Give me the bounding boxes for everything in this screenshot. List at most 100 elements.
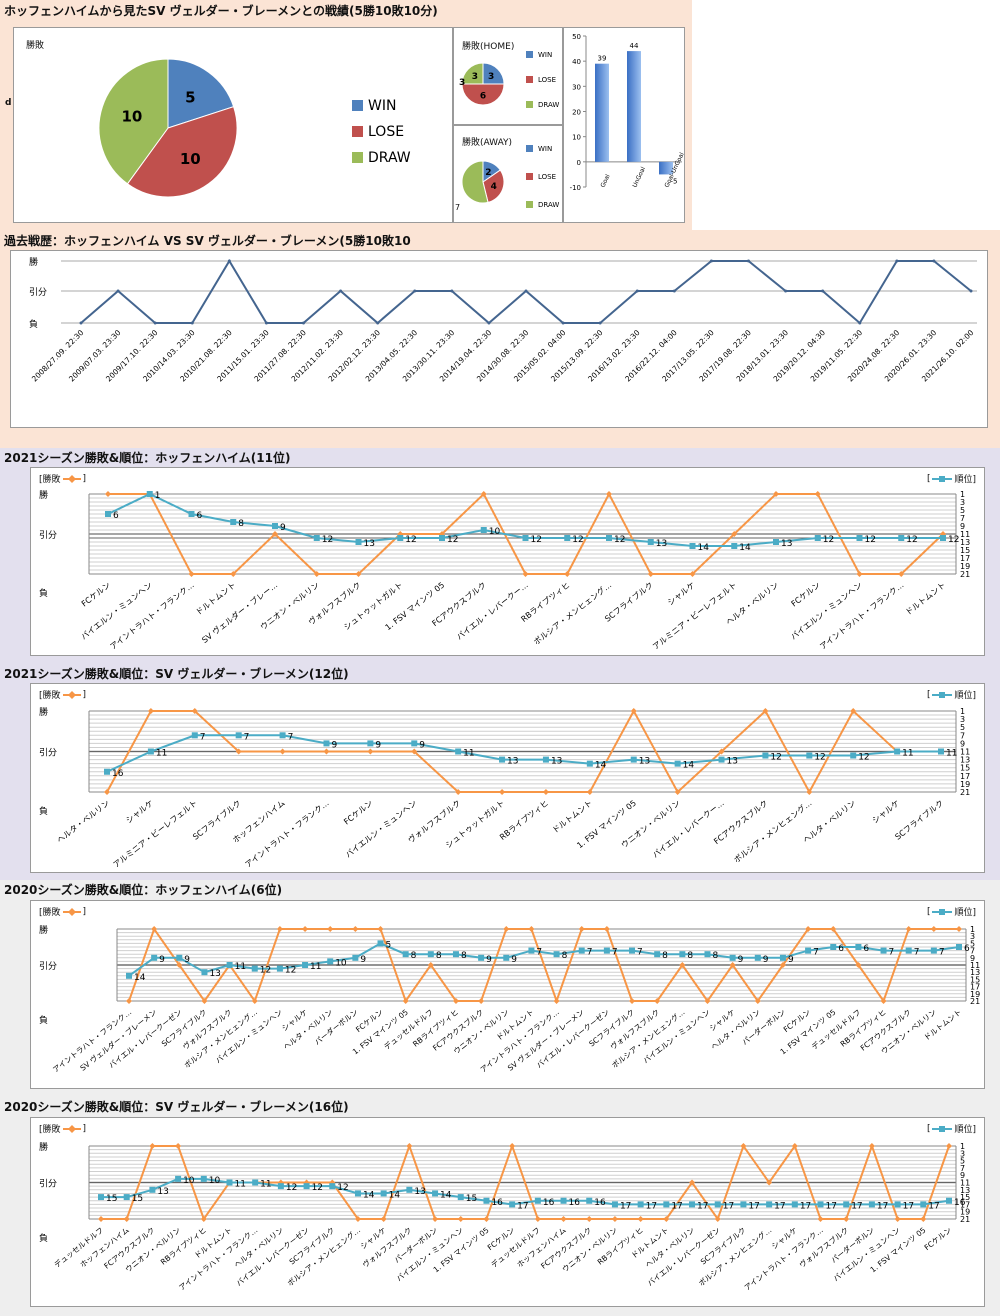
pie-slice-draw [461, 160, 489, 204]
s20-bremen-panel: [勝敗] [順位] 勝引分負 1 3 5 7 9 11 13 15 17 19 21 15 15 13 10 1… [30, 1117, 985, 1307]
result-point [354, 1216, 361, 1222]
pie-away-title: 勝敗(AWAY) [462, 138, 513, 148]
rank-point [509, 1201, 516, 1208]
rank-data-label: 9 [280, 523, 286, 533]
rank-legend-swatch [932, 475, 953, 482]
pie-home-panel: 勝敗(HOME) 3 6 3 WIN LOSE DRAW 3 [453, 27, 563, 125]
rank-data-label: 6 [197, 511, 203, 521]
rank-point [729, 954, 736, 961]
legend-swatch-lose [352, 126, 363, 137]
result-point [754, 998, 761, 1004]
result-point [380, 1216, 387, 1222]
result-point [411, 748, 418, 755]
y-right-tick: 9 [970, 954, 975, 963]
rank-point [586, 760, 593, 767]
result-point [279, 748, 286, 755]
history-point [116, 289, 120, 293]
rank-data-label: 14 [595, 761, 607, 771]
result-point [629, 998, 636, 1004]
pie-total-title: 勝敗 [26, 41, 45, 51]
history-point [709, 259, 713, 263]
history-point [487, 321, 491, 325]
x-tick-label: アルミニア・ビーレフェルト [651, 580, 738, 651]
y-right-tick: 7 [960, 514, 965, 523]
result-point [578, 926, 585, 932]
rank-data-label: 9 [511, 955, 517, 965]
result-point [151, 926, 158, 932]
rank-point [483, 1197, 490, 1204]
y-right-tick: 3 [960, 1149, 965, 1158]
rank-point [327, 958, 334, 965]
history-point [264, 321, 268, 325]
rank-point [843, 1201, 850, 1208]
rank-legend: [順位] [927, 1122, 976, 1136]
rank-point [377, 940, 384, 947]
result-point [367, 748, 374, 755]
result-point [905, 926, 912, 932]
rank-point [894, 1201, 901, 1208]
result-point [478, 998, 485, 1004]
rank-point [528, 947, 535, 954]
rank-point [805, 947, 812, 954]
result-point [276, 926, 283, 932]
rank-point [455, 748, 462, 755]
rank-point [478, 954, 485, 961]
result-point [731, 531, 738, 537]
rank-point [175, 1175, 182, 1182]
y-right-tick: 5 [970, 939, 975, 948]
wl-legend: [勝敗] [39, 1122, 86, 1136]
result-point [352, 926, 359, 932]
x-tick-label: ドルトムント [904, 580, 947, 617]
result-point [611, 1216, 618, 1222]
result-point [674, 789, 681, 795]
rank-point [894, 748, 901, 755]
wl-legend: [勝敗] [39, 472, 86, 486]
result-point [509, 1143, 516, 1149]
wl-legend-swatch [62, 1124, 81, 1133]
rank-data-label: 13 [727, 757, 738, 767]
rank-point [940, 535, 946, 541]
y-right-tick: 19 [960, 1208, 970, 1217]
rank-data-label: 6 [863, 944, 869, 954]
rank-point [439, 535, 445, 541]
pie-slice-label: 3 [459, 78, 465, 88]
result-point [452, 998, 459, 1004]
rank-data-label: 13 [414, 1187, 425, 1197]
wl-legend-open: [勝敗 [39, 908, 61, 918]
rank-point [452, 951, 459, 958]
y-right-tick: 1 [970, 925, 975, 934]
rank-data-label: 7 [612, 948, 618, 958]
result-point [528, 926, 535, 932]
pie-slice-label: 10 [180, 150, 201, 168]
legend-swatch-lose [526, 76, 533, 83]
y-right-tick: 19 [960, 780, 970, 789]
result-point [586, 1216, 593, 1222]
goal-bar-panel: -10 0 10 20 30 40 50 39 Goal 44 UnGoal -5 Goal-UnGoa… [563, 27, 686, 223]
rank-data-label: 9 [419, 740, 425, 750]
result-point [272, 531, 278, 537]
result-point [805, 926, 812, 932]
rank-point [689, 543, 696, 549]
result-point [457, 1216, 464, 1222]
rank-data-label: 16 [491, 1198, 503, 1208]
result-point [729, 962, 736, 968]
pie-total-chart: 5 10 10 WIN LOSE DRAW [98, 58, 411, 198]
section1-title: ホッフェンハイムから見たSV ヴェルダー・ブレーメンとの戦績(5勝10敗10分) [4, 4, 438, 18]
result-point [689, 571, 696, 577]
history-panel: 勝引分負 2008/27.09. 22:30 2009/07.03. 23:30 20… [10, 250, 988, 428]
rank-point [880, 947, 887, 954]
y-tick-label: 0 [577, 159, 581, 167]
x-tick-label: ドルトムント [551, 798, 594, 835]
rank-data-label: 15 [106, 1194, 117, 1204]
y-left-label: 引分 [39, 748, 57, 759]
y-right-tick: 5 [960, 506, 965, 515]
x-tick-label: Goal [599, 173, 611, 189]
legend-label-draw: DRAW [538, 201, 559, 209]
rank-data-label: 13 [209, 969, 220, 979]
rank-point [773, 539, 779, 545]
y-right-tick: 15 [970, 975, 980, 984]
rank-data-label: 8 [562, 951, 568, 961]
result-point [603, 926, 610, 932]
